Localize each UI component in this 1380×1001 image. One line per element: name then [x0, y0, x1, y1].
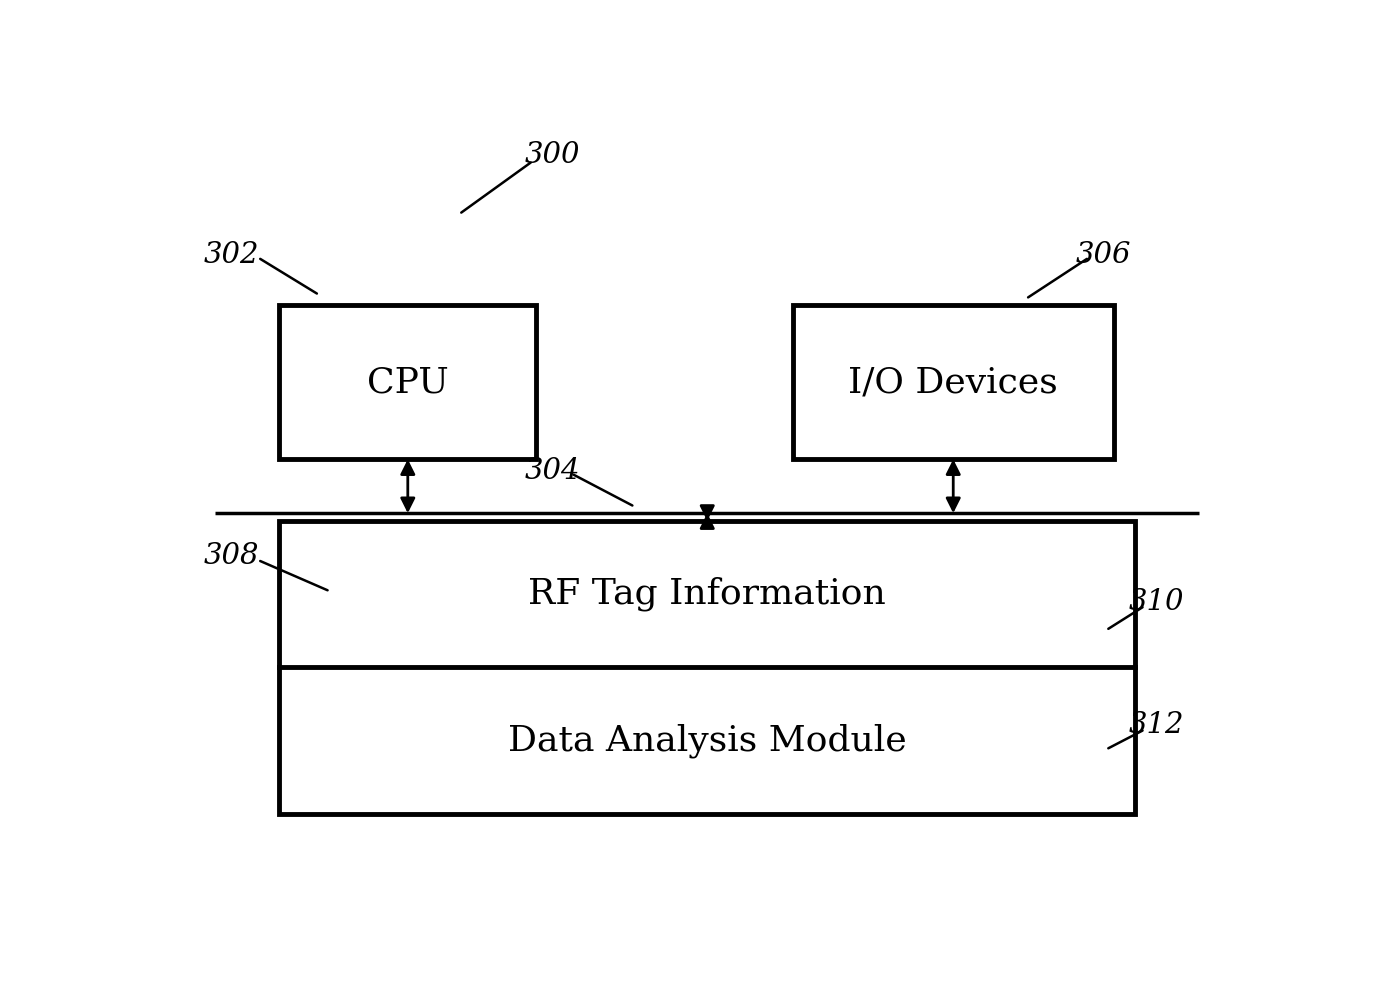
Text: 300: 300 — [524, 141, 580, 169]
Text: 312: 312 — [1129, 711, 1184, 739]
Text: CPU: CPU — [367, 365, 449, 399]
Text: 310: 310 — [1129, 588, 1184, 616]
Bar — [279, 521, 1134, 814]
Text: 306: 306 — [1075, 241, 1130, 269]
Text: Data Analysis Module: Data Analysis Module — [508, 724, 907, 758]
Text: 304: 304 — [524, 456, 580, 484]
Text: I/O Devices: I/O Devices — [849, 365, 1058, 399]
Text: 302: 302 — [204, 241, 259, 269]
Bar — [279, 305, 535, 459]
Bar — [792, 305, 1114, 459]
Text: 308: 308 — [204, 542, 259, 570]
Text: RF Tag Information: RF Tag Information — [529, 577, 886, 612]
